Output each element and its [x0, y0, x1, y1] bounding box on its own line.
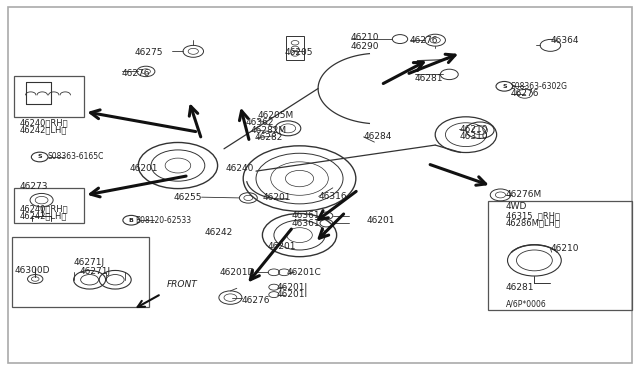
Text: 46201: 46201: [262, 193, 291, 202]
Text: 46310: 46310: [460, 132, 488, 141]
Text: 46364: 46364: [550, 36, 579, 45]
Text: 46300D: 46300D: [14, 266, 49, 275]
Text: 46276: 46276: [410, 36, 438, 45]
Text: 46201: 46201: [366, 216, 395, 225]
Text: A/6P*0006: A/6P*0006: [506, 300, 547, 309]
Text: 46276M: 46276M: [506, 190, 542, 199]
Text: 46201I: 46201I: [276, 290, 308, 299]
Text: 46201C: 46201C: [287, 268, 321, 277]
Text: 46316: 46316: [319, 192, 348, 201]
Text: 46290: 46290: [351, 42, 380, 51]
Text: S08363-6302G: S08363-6302G: [511, 82, 568, 91]
Text: 46276: 46276: [511, 89, 540, 98]
Text: B: B: [129, 218, 134, 223]
Text: 46275: 46275: [134, 48, 163, 57]
Bar: [14, 188, 84, 223]
Text: 46282M: 46282M: [251, 126, 287, 135]
Text: 46276: 46276: [122, 69, 150, 78]
Text: 46361: 46361: [291, 219, 320, 228]
Text: 46242〈LH〉: 46242〈LH〉: [19, 125, 67, 134]
Text: 46210: 46210: [460, 125, 488, 134]
Text: 46205M: 46205M: [257, 111, 294, 120]
Text: 46273: 46273: [19, 182, 48, 191]
Bar: [14, 76, 84, 117]
Text: 46240: 46240: [225, 164, 253, 173]
Text: 46210: 46210: [550, 244, 579, 253]
Text: B08120-62533: B08120-62533: [136, 216, 192, 225]
Text: 46240〈RH〉: 46240〈RH〉: [19, 118, 68, 127]
Text: 46271J: 46271J: [74, 258, 105, 267]
Text: 46315  〈RH〉: 46315 〈RH〉: [506, 211, 559, 220]
Text: S: S: [37, 154, 42, 160]
Text: FRONT: FRONT: [166, 280, 197, 289]
Text: 46205: 46205: [285, 48, 314, 57]
Text: 46281: 46281: [506, 283, 534, 292]
Text: 46362: 46362: [245, 118, 274, 127]
Text: 46255: 46255: [173, 193, 202, 202]
Text: 46201D: 46201D: [220, 268, 255, 277]
Text: 46242: 46242: [205, 228, 233, 237]
Text: 46201: 46201: [268, 242, 296, 251]
Text: 46281: 46281: [415, 74, 444, 83]
Text: 46361: 46361: [291, 211, 320, 219]
Text: 46240〈RH〉: 46240〈RH〉: [19, 205, 68, 214]
Text: 46271J: 46271J: [80, 267, 111, 276]
Bar: [286, 36, 304, 60]
Text: 46210: 46210: [351, 33, 380, 42]
Text: 46282: 46282: [255, 133, 283, 142]
Text: 46201I: 46201I: [276, 283, 308, 292]
Text: 46201: 46201: [129, 164, 158, 173]
Text: 46242〈LH〉: 46242〈LH〉: [19, 211, 67, 220]
Text: S: S: [502, 84, 507, 89]
Text: 4WD: 4WD: [506, 202, 527, 211]
Text: S08363-6165C: S08363-6165C: [48, 153, 104, 161]
Bar: [488, 201, 632, 310]
Bar: [12, 237, 149, 307]
Text: 46284: 46284: [364, 132, 392, 141]
Text: 46276: 46276: [242, 296, 271, 305]
Text: 46286M〈LH〉: 46286M〈LH〉: [506, 219, 561, 228]
